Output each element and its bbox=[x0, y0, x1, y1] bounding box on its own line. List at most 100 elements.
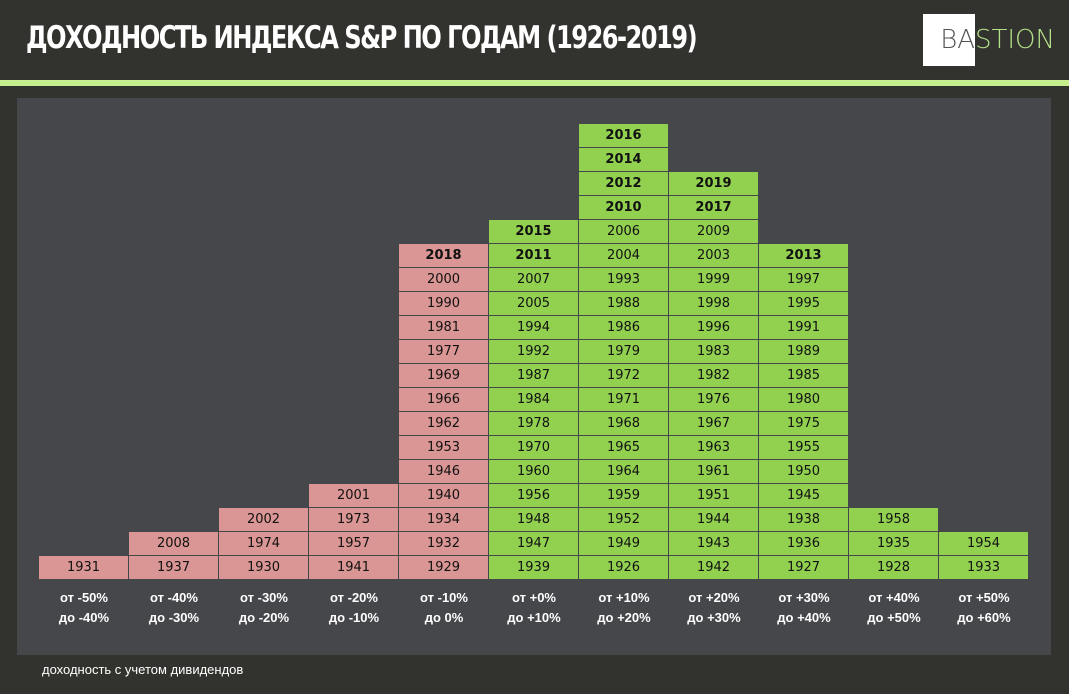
year-cell: 2005 bbox=[489, 292, 578, 315]
year-cell: 2006 bbox=[579, 220, 668, 243]
year-cell: 1982 bbox=[669, 364, 758, 387]
bin-label-line: от +20% bbox=[688, 590, 740, 605]
year-cell: 1944 bbox=[669, 508, 758, 531]
year-cell: 2000 bbox=[399, 268, 488, 291]
year-cell: 2012 bbox=[579, 172, 668, 195]
bin-label-line: до -30% bbox=[148, 610, 200, 625]
year-cell: 2011 bbox=[489, 244, 578, 267]
bin-label-line: до -10% bbox=[328, 610, 380, 625]
year-cell: 1964 bbox=[579, 460, 668, 483]
year-cell: 1971 bbox=[579, 388, 668, 411]
bin-label-line: от -50% bbox=[60, 590, 108, 605]
bin-label-line: от +10% bbox=[598, 590, 650, 605]
year-cell: 2008 bbox=[129, 532, 218, 555]
year-cell: 1943 bbox=[669, 532, 758, 555]
bin-label-line: до +60% bbox=[957, 610, 1011, 625]
bin-label-line: от -20% bbox=[330, 590, 378, 605]
year-cell: 2014 bbox=[579, 148, 668, 171]
year-cell: 1961 bbox=[669, 460, 758, 483]
year-cell: 1978 bbox=[489, 412, 578, 435]
logo-part-1: BA bbox=[923, 14, 975, 66]
year-cell: 1973 bbox=[309, 508, 398, 531]
year-cell: 1980 bbox=[759, 388, 848, 411]
bin-label-line: до +50% bbox=[867, 610, 921, 625]
year-cell: 1955 bbox=[759, 436, 848, 459]
year-cell: 1951 bbox=[669, 484, 758, 507]
year-cell: 1984 bbox=[489, 388, 578, 411]
year-cell: 1963 bbox=[669, 436, 758, 459]
bin-label-line: от +0% bbox=[512, 590, 556, 605]
bin-label: от -30% до -20% bbox=[219, 588, 309, 628]
year-cell: 1970 bbox=[489, 436, 578, 459]
year-cell: 1933 bbox=[939, 556, 1028, 579]
year-cell: 1985 bbox=[759, 364, 848, 387]
year-cell: 1947 bbox=[489, 532, 578, 555]
year-cell: 1983 bbox=[669, 340, 758, 363]
year-cell: 1942 bbox=[669, 556, 758, 579]
year-cell: 1952 bbox=[579, 508, 668, 531]
year-cell: 1990 bbox=[399, 292, 488, 315]
year-cell: 1934 bbox=[399, 508, 488, 531]
year-cell: 1987 bbox=[489, 364, 578, 387]
year-cell: 1969 bbox=[399, 364, 488, 387]
logo-part-2: STION bbox=[975, 25, 1055, 55]
bin-label-line: от -10% bbox=[420, 590, 468, 605]
bin-label: от +50% до +60% bbox=[939, 588, 1029, 628]
year-cell: 1939 bbox=[489, 556, 578, 579]
year-cell: 2009 bbox=[669, 220, 758, 243]
year-cell: 2019 bbox=[669, 172, 758, 195]
year-cell: 1975 bbox=[759, 412, 848, 435]
year-cell: 1950 bbox=[759, 460, 848, 483]
year-cell: 2013 bbox=[759, 244, 848, 267]
bin-label-line: до -40% bbox=[58, 610, 110, 625]
year-cell: 1928 bbox=[849, 556, 938, 579]
bin-label: от +40% до +50% bbox=[849, 588, 939, 628]
year-cell: 1976 bbox=[669, 388, 758, 411]
bin-label-line: до +40% bbox=[777, 610, 831, 625]
year-cell: 2010 bbox=[579, 196, 668, 219]
footer-note: доходность с учетом дивидендов bbox=[42, 662, 244, 677]
year-cell: 1937 bbox=[129, 556, 218, 579]
year-cell: 1953 bbox=[399, 436, 488, 459]
year-cell: 1959 bbox=[579, 484, 668, 507]
year-cell: 1926 bbox=[579, 556, 668, 579]
bin-label-line: до -20% bbox=[238, 610, 290, 625]
year-cell: 1954 bbox=[939, 532, 1028, 555]
year-cell: 1957 bbox=[309, 532, 398, 555]
year-cell: 1966 bbox=[399, 388, 488, 411]
bin-label: от -50% до -40% bbox=[39, 588, 129, 628]
year-cell: 1996 bbox=[669, 316, 758, 339]
year-cell: 1946 bbox=[399, 460, 488, 483]
year-cell: 2004 bbox=[579, 244, 668, 267]
year-cell: 1936 bbox=[759, 532, 848, 555]
bin-label: от +20% до +30% bbox=[669, 588, 759, 628]
year-cell: 2016 bbox=[579, 124, 668, 147]
bin-label: от +0% до +10% bbox=[489, 588, 579, 628]
bin-label-line: от -30% bbox=[240, 590, 288, 605]
bin-label-line: до +20% bbox=[597, 610, 651, 625]
year-cell: 1998 bbox=[669, 292, 758, 315]
year-cell: 1965 bbox=[579, 436, 668, 459]
year-cell: 1972 bbox=[579, 364, 668, 387]
year-cell: 2002 bbox=[219, 508, 308, 531]
bin-label-line: до +30% bbox=[687, 610, 741, 625]
year-cell: 1932 bbox=[399, 532, 488, 555]
year-cell: 2015 bbox=[489, 220, 578, 243]
accent-divider bbox=[0, 80, 1069, 86]
year-cell: 1956 bbox=[489, 484, 578, 507]
year-cell: 1995 bbox=[759, 292, 848, 315]
year-cell: 1931 bbox=[39, 556, 128, 579]
year-cell: 1988 bbox=[579, 292, 668, 315]
year-cell: 2018 bbox=[399, 244, 488, 267]
bin-label-line: от -40% bbox=[150, 590, 198, 605]
bin-label-line: до +10% bbox=[507, 610, 561, 625]
year-cell: 1994 bbox=[489, 316, 578, 339]
year-cell: 1958 bbox=[849, 508, 938, 531]
year-cell: 1989 bbox=[759, 340, 848, 363]
year-cell: 2003 bbox=[669, 244, 758, 267]
year-cell: 1927 bbox=[759, 556, 848, 579]
year-cell: 1986 bbox=[579, 316, 668, 339]
year-cell: 1960 bbox=[489, 460, 578, 483]
year-cell: 1930 bbox=[219, 556, 308, 579]
year-cell: 1981 bbox=[399, 316, 488, 339]
